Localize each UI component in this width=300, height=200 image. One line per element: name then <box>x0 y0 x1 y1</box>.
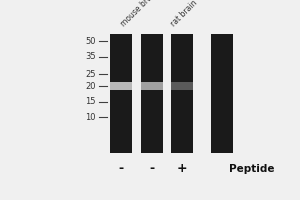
Bar <box>141 82 163 90</box>
Text: 15: 15 <box>85 97 96 106</box>
Text: mouse brain: mouse brain <box>119 0 160 29</box>
Text: Peptide: Peptide <box>229 164 274 174</box>
Bar <box>171 82 193 90</box>
Text: rat brain: rat brain <box>169 0 200 29</box>
Bar <box>171 34 193 153</box>
Bar <box>110 82 132 90</box>
Text: 35: 35 <box>85 52 96 61</box>
Bar <box>141 34 163 153</box>
Text: +: + <box>177 162 188 175</box>
Text: -: - <box>149 162 154 175</box>
Bar <box>211 34 233 153</box>
Text: 50: 50 <box>85 37 96 46</box>
Text: 10: 10 <box>85 113 96 122</box>
Text: -: - <box>118 162 123 175</box>
Text: 20: 20 <box>85 82 96 91</box>
Bar <box>110 34 132 153</box>
Text: 25: 25 <box>85 70 96 79</box>
